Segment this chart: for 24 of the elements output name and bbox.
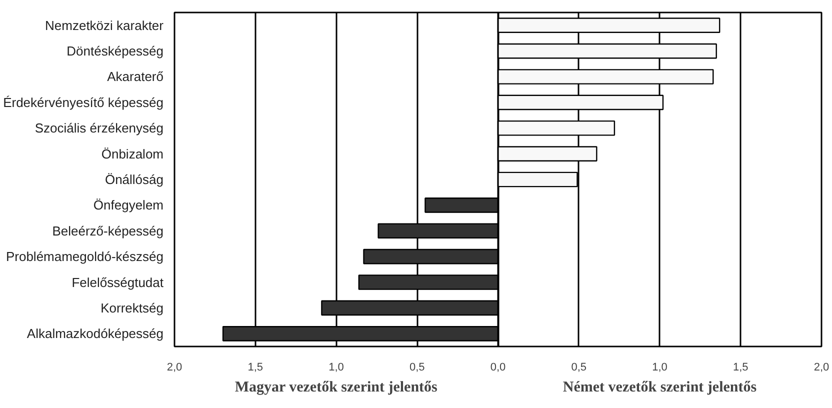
text: Magyar vezetők szerint jelentős	[234, 380, 438, 396]
x-tick-label: 1,0	[652, 362, 668, 374]
x-tick-label: 1,0	[328, 362, 344, 374]
y-tick-label: Alkalmazkodóképesség	[26, 326, 164, 342]
text: Német vezetők szerint jelentős	[562, 380, 757, 396]
x-tick-label: 0,5	[409, 362, 425, 374]
y-tick-label: Korrektség	[100, 300, 164, 316]
y-tick-label: Önállóság	[104, 172, 164, 187]
y-tick-label: Nemzetközi karakter	[45, 18, 164, 33]
x-tick-label: 1,5	[248, 362, 264, 374]
y-tick-label: Problémamegoldó-készség	[6, 249, 164, 264]
y-tick-label: Akaraterő	[107, 69, 164, 84]
y-tick-label: Beleérző-képesség	[52, 223, 164, 238]
y-tick-label: Szociális érzékenység	[34, 120, 164, 136]
x-tick-label: 0,5	[571, 362, 587, 374]
x-tick-label: 1,5	[732, 362, 748, 374]
y-tick-label: Döntésképesség	[66, 44, 164, 59]
x-tick-label: 0,0	[490, 362, 506, 374]
y-tick-label: Érdekérvényesítő képesség	[3, 94, 164, 110]
y-tick-label: Önfegyelem	[93, 198, 164, 213]
y-tick-label: Önbizalom	[101, 146, 164, 162]
x-tick-label: 2,0	[814, 362, 830, 374]
y-tick-label: Felelősségtudat	[72, 274, 164, 290]
x-tick-label: 2,0	[166, 362, 182, 374]
